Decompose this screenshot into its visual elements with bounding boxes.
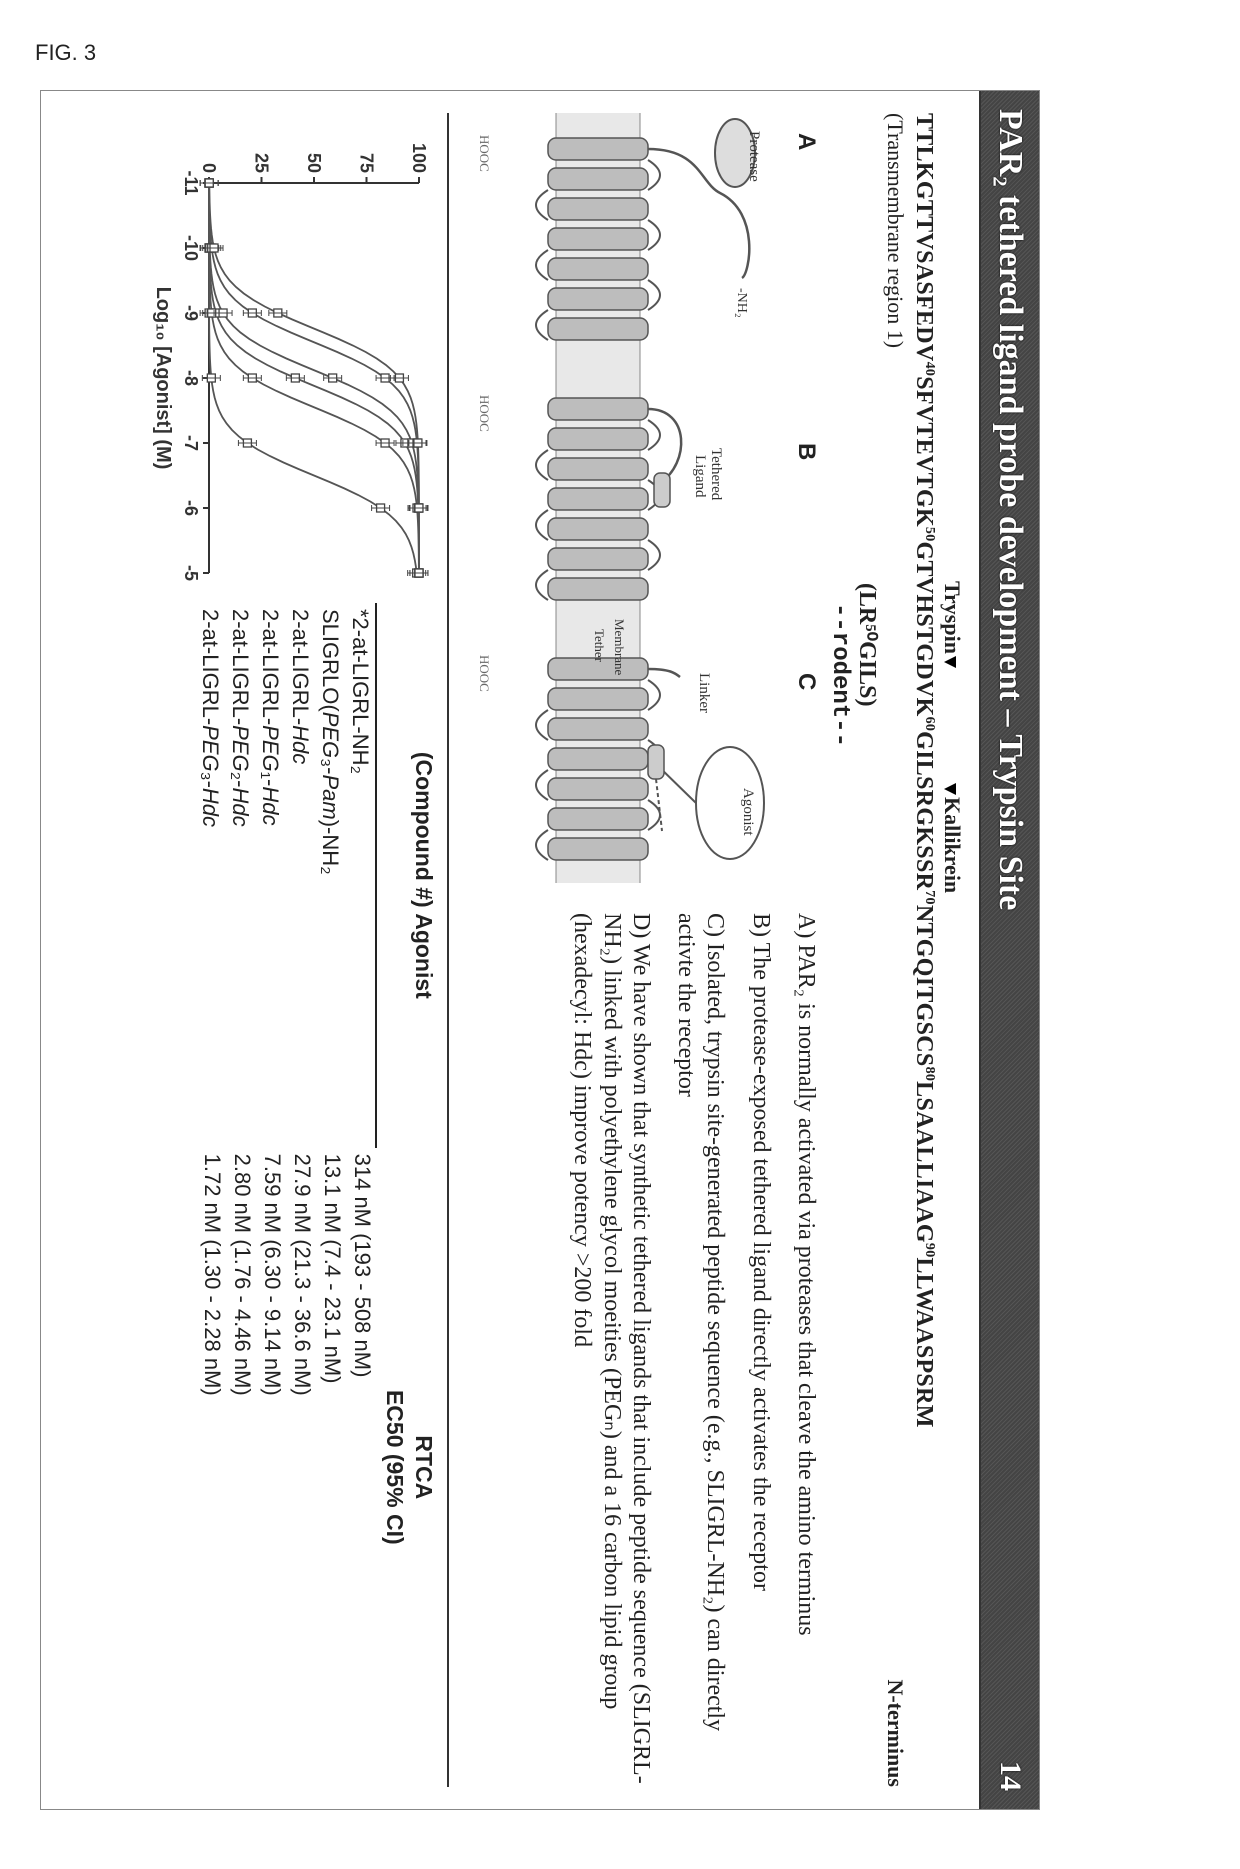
table-row-name: SLIGRLO(PEG₃-Pam)-NH₂ [315,609,345,1142]
svg-text:Tether: Tether [592,629,607,663]
svg-text:-8: -8 [181,370,201,386]
enzyme-trypsin-label: Tryspin [939,581,965,670]
svg-text:Agonist: Agonist [740,788,756,836]
table-row-name: 2-at-LIGRL-PEG₁-Hdc [255,609,285,1142]
svg-text:-6: -6 [181,500,201,516]
svg-text:-9: -9 [181,305,201,321]
table-row-name: *2-at-LIGRL-NH₂ [345,609,375,1142]
svg-text:25: 25 [252,153,272,173]
panel-b-label: B [792,443,820,460]
slide-title: PAR₂ tethered ligand probe development –… [991,109,1029,910]
table-row-name: 2-at-LIGRL-PEG₃-Hdc [195,609,225,1142]
table-header-right-sub: EC50 (95% CI) [377,1148,408,1787]
svg-text:HOOC: HOOC [477,395,492,432]
arrow-down-icon [944,656,956,668]
svg-text:-5: -5 [181,565,201,581]
svg-text:-NH₂: -NH₂ [734,288,749,318]
svg-text:50: 50 [304,153,324,173]
table-header-left: (Compound #) Agonist [408,603,439,1148]
svg-text:-7: -7 [181,435,201,451]
panel-c-label: C [792,673,820,690]
svg-text:HOOC: HOOC [477,655,492,692]
rodent-sequence: (LR⁵⁰GILS) [853,583,882,1787]
svg-text:Linker: Linker [696,673,712,713]
n-terminus-label: N-terminus [882,1679,908,1787]
sequence-line: TTLKGTTVSASFEDV40SFVTEVTGK50GTVHSTGDVK60… [910,113,937,1787]
table-row-name: 2-at-LIGRL-Hdc [285,609,315,1142]
description-column: A) PAR₂ is normally activated via protea… [455,893,820,1787]
svg-text:-11: -11 [181,170,201,195]
rodent-label: --rodent-- [826,603,853,1787]
table-row-ec50: 7.59 nM (6.30 - 9.14 nM) [257,1154,287,1781]
svg-text:100: 100 [409,143,429,173]
title-bar: PAR₂ tethered ligand probe development –… [979,91,1039,1809]
bullet-b: B) The protease-exposed tethered ligand … [745,913,774,1787]
svg-text:Membrane: Membrane [612,619,627,676]
svg-text:75: 75 [357,153,377,173]
svg-text:-10: -10 [181,235,201,261]
svg-text:Tethered: Tethered [708,448,724,501]
slide-frame: PAR₂ tethered ligand probe development –… [40,90,1040,1810]
svg-text:Log₁₀ [Agonist] (M): Log₁₀ [Agonist] (M) [152,287,174,470]
bullet-d: D) We have shown that synthetic tethered… [567,913,655,1787]
svg-text:0: 0 [199,163,219,173]
transmembrane-note: (Transmembrane region 1) [882,113,908,348]
svg-text:Ligand: Ligand [692,455,708,498]
arrow-down-icon [944,783,956,795]
table-row-ec50: 2.80 nM (1.76 - 4.46 nM) [227,1154,257,1781]
table-row-ec50: 314 nM (193 - 508 nM) [347,1154,377,1781]
protease-label: Protease [746,131,762,182]
dose-response-chart: 0 25 50 75 100 -11 -10 -9 -8 -7 -6 -5 Log₁₀ [Agonist… [144,113,439,593]
ec50-table: (Compound #) Agonist RTCA EC50 (95% CI) … [144,593,439,1787]
bullet-a: A) PAR₂ is normally activated via protea… [791,913,820,1787]
table-row-ec50: 1.72 nM (1.30 - 2.28 nM) [197,1154,227,1781]
panel-a-label: A [792,133,820,150]
table-header-right-top: RTCA [408,1148,439,1787]
figure-label: FIG. 3 [35,40,1205,66]
table-row-name: 2-at-LIGRL-PEG₂-Hdc [225,609,255,1142]
table-row-ec50: 13.1 nM (7.4 - 23.1 nM) [317,1154,347,1781]
enzyme-kallikrein-label: Kallikrein [939,781,965,893]
receptor-diagram: -NH₂ Protease [460,113,790,883]
table-row-ec50: 27.9 nM (21.3 - 36.6 nM) [287,1154,317,1781]
bullet-c: C) Isolated, trypsin site-generated pept… [671,913,730,1787]
svg-text:HOOC: HOOC [477,135,492,172]
panel-labels: A B C [790,113,820,893]
slide-page-number: 14 [993,1761,1027,1791]
